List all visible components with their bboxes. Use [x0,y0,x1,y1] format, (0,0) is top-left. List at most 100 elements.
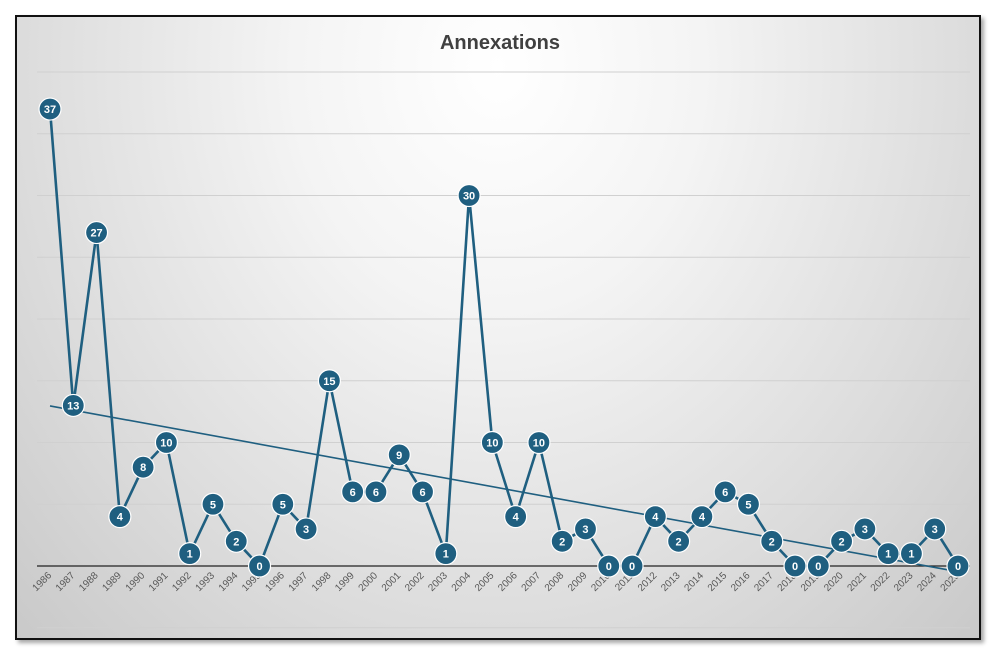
x-tick-label: 2000 [357,570,381,594]
data-point: 2 [829,529,854,553]
data-label: 2 [233,536,239,548]
data-point-marker [201,492,225,516]
data-label: 37 [44,104,56,116]
data-point: 10 [154,430,179,455]
data-label: 0 [256,561,262,573]
data-point: 0 [620,554,644,578]
data-point-marker [410,480,435,504]
data-point: 4 [504,504,528,529]
data-point: 2 [550,529,574,553]
data-point: 9 [387,443,411,467]
series-line [48,108,960,568]
x-tick-label: 1999 [333,570,357,594]
data-point-marker [84,220,109,245]
x-tick-label: 2013 [659,570,683,594]
x-tick-label: 1991 [147,570,171,594]
data-label: 6 [373,487,379,499]
data-point: 3 [853,517,877,541]
x-tick-label: 1987 [54,570,78,594]
data-point: 1 [434,542,458,566]
x-tick-label: 2014 [683,570,707,594]
data-point: 0 [806,554,830,578]
data-point-marker [224,529,248,553]
data-point-marker [736,492,761,516]
data-point-marker [550,529,574,553]
data-point-marker [620,554,644,578]
data-point: 0 [946,554,970,578]
data-point: 10 [480,430,504,455]
data-point: 10 [527,430,551,455]
x-tick-label: 2006 [496,570,520,594]
data-label: 15 [323,376,335,388]
data-label: 4 [513,512,520,524]
data-point-marker [876,542,900,566]
data-point-marker [690,504,714,529]
x-tick-label: 2021 [845,570,869,594]
data-point-marker [61,393,85,418]
data-point: 2 [760,529,784,553]
data-label: 1 [443,549,449,561]
data-label: 3 [303,524,309,536]
data-point-marker [271,492,295,516]
x-tick-label: 2004 [450,570,474,594]
data-point: 1 [876,542,900,566]
data-point-marker [364,480,388,504]
data-label: 9 [396,450,402,462]
data-point: 6 [364,480,388,504]
data-label: 0 [792,561,798,573]
data-point: 4 [643,504,667,529]
data-point-marker [783,554,807,578]
data-point-marker [806,554,830,578]
data-label: 10 [160,438,172,450]
data-point-marker [131,455,155,479]
data-label: 0 [629,561,635,573]
data-point-marker [527,430,551,455]
x-tick-label: 2007 [520,570,544,594]
x-tick-label: 1997 [287,570,311,594]
data-label: 2 [839,536,845,548]
series-path [48,108,960,568]
x-tick-label: 1988 [77,570,101,594]
x-tick-label: 1994 [217,570,241,594]
data-point-marker [667,529,691,553]
data-point: 2 [667,529,691,553]
x-tick-label: 2015 [706,570,730,594]
data-point-marker [573,517,598,541]
data-point: 37 [38,97,62,121]
data-point: 5 [271,492,295,516]
x-tick-label: 2005 [473,570,497,594]
data-point: 0 [247,554,272,578]
data-label: 27 [90,228,102,240]
data-point: 30 [457,183,481,208]
gridlines [37,71,970,629]
x-tick-label: 2009 [566,570,590,594]
trendline [49,405,959,573]
data-point-marker [923,517,947,541]
data-label: 4 [652,512,659,524]
data-label: 4 [117,512,124,524]
data-point: 4 [690,504,714,529]
data-label: 1 [908,549,914,561]
data-label: 0 [815,561,821,573]
data-label: 30 [463,191,475,203]
data-point-marker [294,517,318,541]
data-point-marker [829,529,854,553]
data-point: 6 [713,480,737,504]
data-point: 6 [410,480,435,504]
data-point: 3 [573,517,598,541]
data-point-marker [154,430,179,455]
x-tick-label: 2017 [752,570,776,594]
data-label: 1 [885,549,891,561]
data-point-marker [387,443,411,467]
x-tick-label: 2022 [869,570,893,594]
chart-title: Annexations [440,32,560,54]
data-label: 1 [187,549,193,561]
data-label: 2 [769,536,775,548]
data-point: 0 [783,554,807,578]
data-label: 2 [559,536,565,548]
data-point-marker [643,504,667,529]
x-tick-label: 1986 [31,570,55,594]
data-point: 27 [84,220,109,245]
